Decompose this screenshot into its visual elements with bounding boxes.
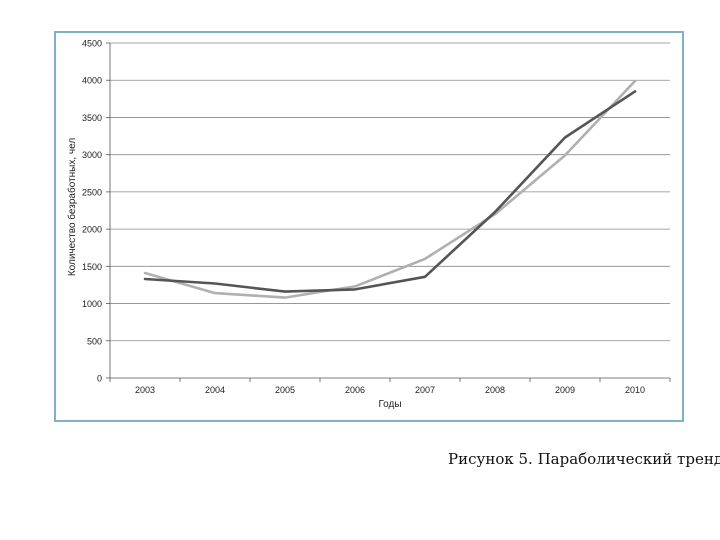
x-tick-label: 2003 [135,385,155,395]
y-tick-label: 3000 [82,150,102,160]
x-tick-label: 2007 [415,385,435,395]
x-tick-label: 2005 [275,385,295,395]
x-axis-title: Годы [378,399,401,410]
series-line-1 [143,90,637,293]
chart-frame [54,31,684,422]
y-tick-label: 3500 [82,113,102,123]
axes: 0 500 1000 1500 2000 2500 3000 3500 4000 4500 2003… [82,39,671,395]
y-tick-label: 1500 [82,262,102,272]
y-tick-label: 0 [97,374,102,384]
series [143,79,637,299]
y-tick-label: 2000 [82,225,102,235]
figure-caption: Рисунок 5. Параболический тренд [448,450,720,468]
y-axis-title: Количество безработных, чел [66,138,78,277]
x-tick-label: 2010 [625,385,645,395]
y-tick-label: 4000 [82,76,102,86]
y-tick-label: 2500 [82,187,102,197]
x-tick-label: 2006 [345,385,365,395]
series-line-2 [143,79,637,299]
y-tick-label: 1000 [82,299,102,309]
x-tick-label: 2008 [485,385,505,395]
y-tick-label: 500 [87,336,102,346]
x-tick-label: 2004 [205,385,225,395]
y-tick-label: 4500 [82,39,102,49]
x-tick-label: 2009 [555,385,575,395]
grid [110,42,670,342]
